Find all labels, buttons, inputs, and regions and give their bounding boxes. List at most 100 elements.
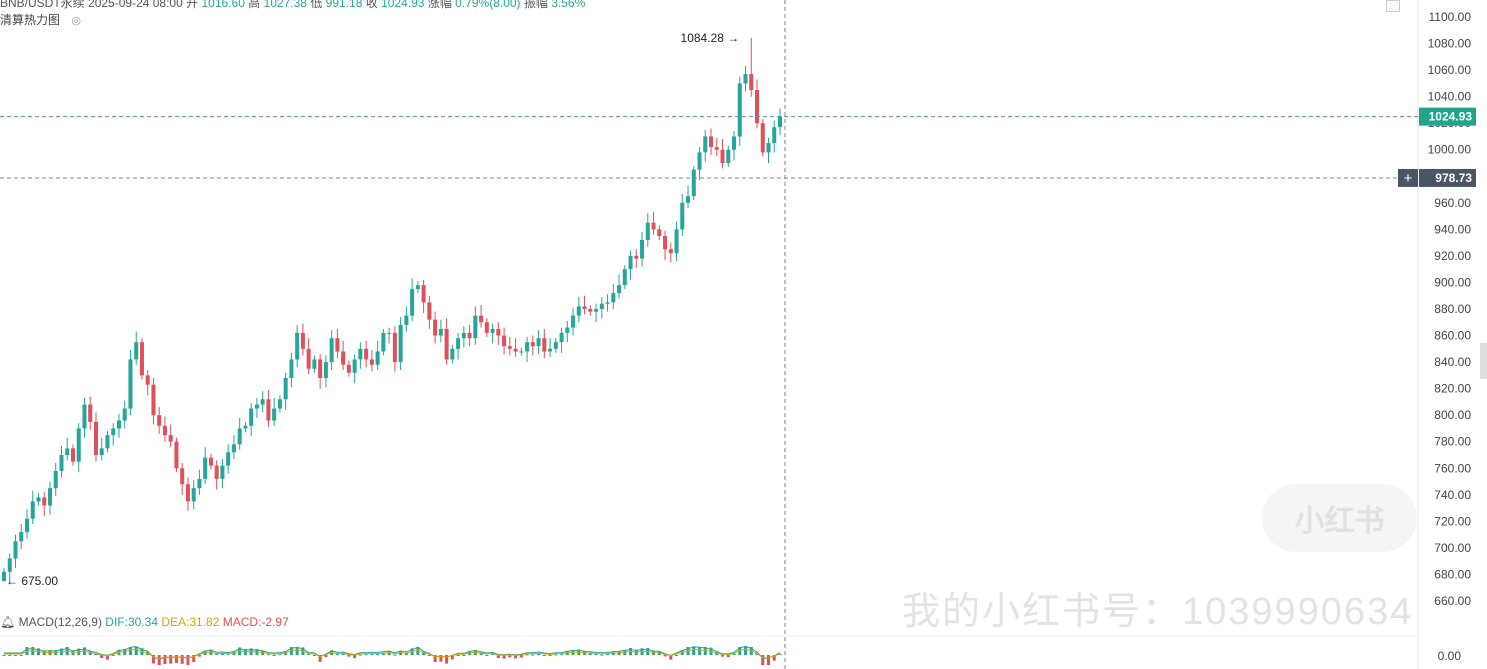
candle bbox=[76, 423, 81, 473]
candle bbox=[139, 338, 144, 380]
candle bbox=[622, 265, 627, 290]
candle bbox=[668, 242, 673, 263]
candle bbox=[392, 326, 397, 372]
candle bbox=[283, 372, 288, 410]
candle bbox=[128, 350, 133, 416]
candle-body bbox=[151, 384, 156, 416]
candle bbox=[611, 283, 616, 309]
candle bbox=[93, 412, 98, 462]
macd-histogram-bar bbox=[186, 655, 190, 665]
macd-histogram-bar bbox=[761, 655, 765, 665]
y-tick-label: 800.00 bbox=[1434, 408, 1471, 422]
candle-body bbox=[99, 448, 104, 455]
macd-histogram-bar bbox=[111, 655, 115, 656]
candle bbox=[335, 328, 340, 359]
candle-body bbox=[93, 421, 98, 455]
y-tick-label: 680.00 bbox=[1434, 567, 1471, 581]
candle bbox=[203, 447, 208, 485]
price-axis: 660.00 680.00 700.00 720.00 740.00 760.00 780.… bbox=[1428, 10, 1472, 663]
candle bbox=[134, 331, 139, 365]
candle bbox=[743, 66, 748, 92]
candle-body bbox=[777, 116, 783, 128]
y-tick-label: 1060.00 bbox=[1428, 63, 1472, 77]
candle-body bbox=[548, 348, 553, 352]
candle bbox=[99, 437, 104, 461]
y-tick-label: 1040.00 bbox=[1428, 90, 1472, 104]
candle bbox=[634, 249, 639, 268]
pane-scroll-button[interactable] bbox=[1386, 0, 1400, 12]
macd-histogram-bar bbox=[433, 655, 437, 662]
candle-body bbox=[13, 541, 18, 559]
candle bbox=[415, 281, 420, 294]
candle-body bbox=[594, 309, 599, 312]
macd-histogram-bar bbox=[353, 655, 357, 659]
candle-body bbox=[737, 83, 742, 137]
candle bbox=[754, 79, 760, 129]
macd-histogram-bar bbox=[278, 654, 282, 656]
candle bbox=[553, 338, 558, 353]
high-value: 1027.38 bbox=[263, 0, 307, 10]
candle-body bbox=[220, 465, 225, 479]
candle-body bbox=[726, 149, 731, 163]
candle-body bbox=[404, 315, 409, 325]
watermark-text: 我的小红书号：1039990634 bbox=[902, 591, 1414, 633]
candle-body bbox=[519, 351, 524, 353]
macd-label[interactable]: MACD(12,26,9) bbox=[18, 615, 102, 629]
macd-histogram-bar bbox=[151, 655, 155, 664]
candle bbox=[254, 397, 259, 418]
last-price-tag-bg bbox=[1419, 107, 1476, 126]
candle-body bbox=[197, 478, 202, 489]
heatmap-indicator-row[interactable]: 清算热力图 ◎ bbox=[0, 11, 81, 28]
candle-body bbox=[496, 328, 501, 336]
candle bbox=[53, 462, 58, 497]
candle bbox=[398, 316, 403, 371]
candle-body bbox=[65, 448, 70, 455]
macd-histogram-bar bbox=[445, 655, 449, 664]
candle-body bbox=[628, 255, 633, 270]
candle bbox=[594, 303, 599, 323]
candle bbox=[65, 437, 70, 461]
candle bbox=[295, 324, 300, 368]
candle bbox=[519, 347, 524, 356]
side-panel-handle[interactable] bbox=[1480, 343, 1487, 379]
candle-body bbox=[42, 497, 47, 506]
candle-body bbox=[392, 332, 397, 363]
candle bbox=[346, 360, 351, 377]
macd-histogram-bar bbox=[738, 647, 742, 655]
candle-body bbox=[312, 359, 317, 369]
candle-body bbox=[180, 468, 185, 485]
candle-body bbox=[456, 338, 461, 349]
candle bbox=[444, 318, 449, 365]
eye-toggle-icon[interactable]: ◎ bbox=[71, 15, 81, 27]
macd-histogram-bar bbox=[272, 655, 276, 656]
macd-histogram-bar bbox=[663, 655, 667, 657]
candle bbox=[116, 413, 121, 438]
candle bbox=[766, 137, 771, 163]
y-tick-label: 820.00 bbox=[1434, 382, 1471, 396]
candle-body bbox=[525, 342, 530, 352]
candle-body bbox=[588, 309, 593, 312]
macd-histogram-bar bbox=[537, 653, 541, 655]
candle-body bbox=[358, 348, 363, 360]
candle-body bbox=[530, 342, 535, 347]
candle bbox=[674, 221, 679, 262]
candle bbox=[47, 481, 52, 515]
candle bbox=[387, 327, 392, 344]
candle-body bbox=[427, 302, 432, 320]
candle bbox=[168, 424, 173, 448]
candle-body bbox=[645, 222, 650, 240]
candle-body bbox=[622, 269, 627, 286]
heatmap-indicator-label[interactable]: 清算热力图 bbox=[0, 13, 61, 27]
candle bbox=[306, 338, 311, 375]
y-tick-label: 960.00 bbox=[1434, 196, 1471, 210]
candle-body bbox=[318, 359, 323, 379]
candle-body bbox=[88, 404, 93, 422]
y-tick-label: 1000.00 bbox=[1428, 143, 1472, 157]
candle bbox=[726, 145, 731, 167]
candle bbox=[122, 400, 127, 429]
low-annotation: ← 675.00 bbox=[6, 574, 58, 588]
alert-bell-icon[interactable]: 🔔︎ bbox=[0, 615, 16, 629]
candle bbox=[680, 193, 685, 236]
candle bbox=[226, 444, 231, 474]
